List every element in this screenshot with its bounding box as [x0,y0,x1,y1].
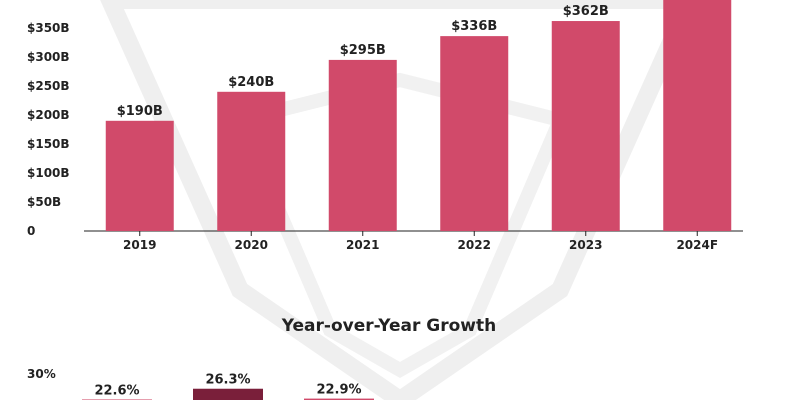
y-tick-label: 30% [27,367,56,381]
x-tick-label-2024F: 2024F [676,238,718,252]
growth-label-2020: 22.6% [94,383,139,398]
bar-2021 [328,59,397,232]
x-tick-label-2020: 2020 [235,238,268,252]
y-tick-label: $200B [27,108,70,122]
y-tick-label: $250B [27,79,70,93]
growth-bar-2022 [304,398,374,400]
x-tick-label-2023: 2023 [569,238,602,252]
bar-2019 [105,120,174,231]
y-tick-label: $100B [27,166,70,180]
data-label-2022: $336B [451,19,497,34]
growth-bar-chart: Year-over-Year Growth 30% 22.6% 26.3% 22.9… [27,316,496,400]
growth-label-2022: 22.9% [316,383,361,398]
bar-2022 [440,36,509,232]
data-label-2019: $190B [117,104,163,119]
x-tick-label-2021: 2021 [346,238,379,252]
data-label-2023: $362B [563,4,609,19]
growth-bar-2021 [193,388,263,400]
y-tick-label: 0 [27,224,35,238]
y-tick-label: $300B [27,50,70,64]
data-label-2020: $240B [228,75,274,90]
y-tick-label: $50B [27,195,61,209]
data-label-2021: $295B [340,43,386,58]
y-tick-label: $350B [27,21,70,35]
chart-title: Year-over-Year Growth [281,316,496,336]
bar-2020 [217,91,286,231]
growth-label-2021: 26.3% [205,373,250,388]
y-tick-label: $150B [27,137,70,151]
x-tick-label-2022: 2022 [458,238,491,252]
revenue-bar-chart: 0 $50B $100B $150B $200B $250B $300B $350B $190… [27,0,743,252]
bar-2023 [551,21,620,231]
x-tick-label-2019: 2019 [123,238,156,252]
bar-2024F [663,0,732,232]
